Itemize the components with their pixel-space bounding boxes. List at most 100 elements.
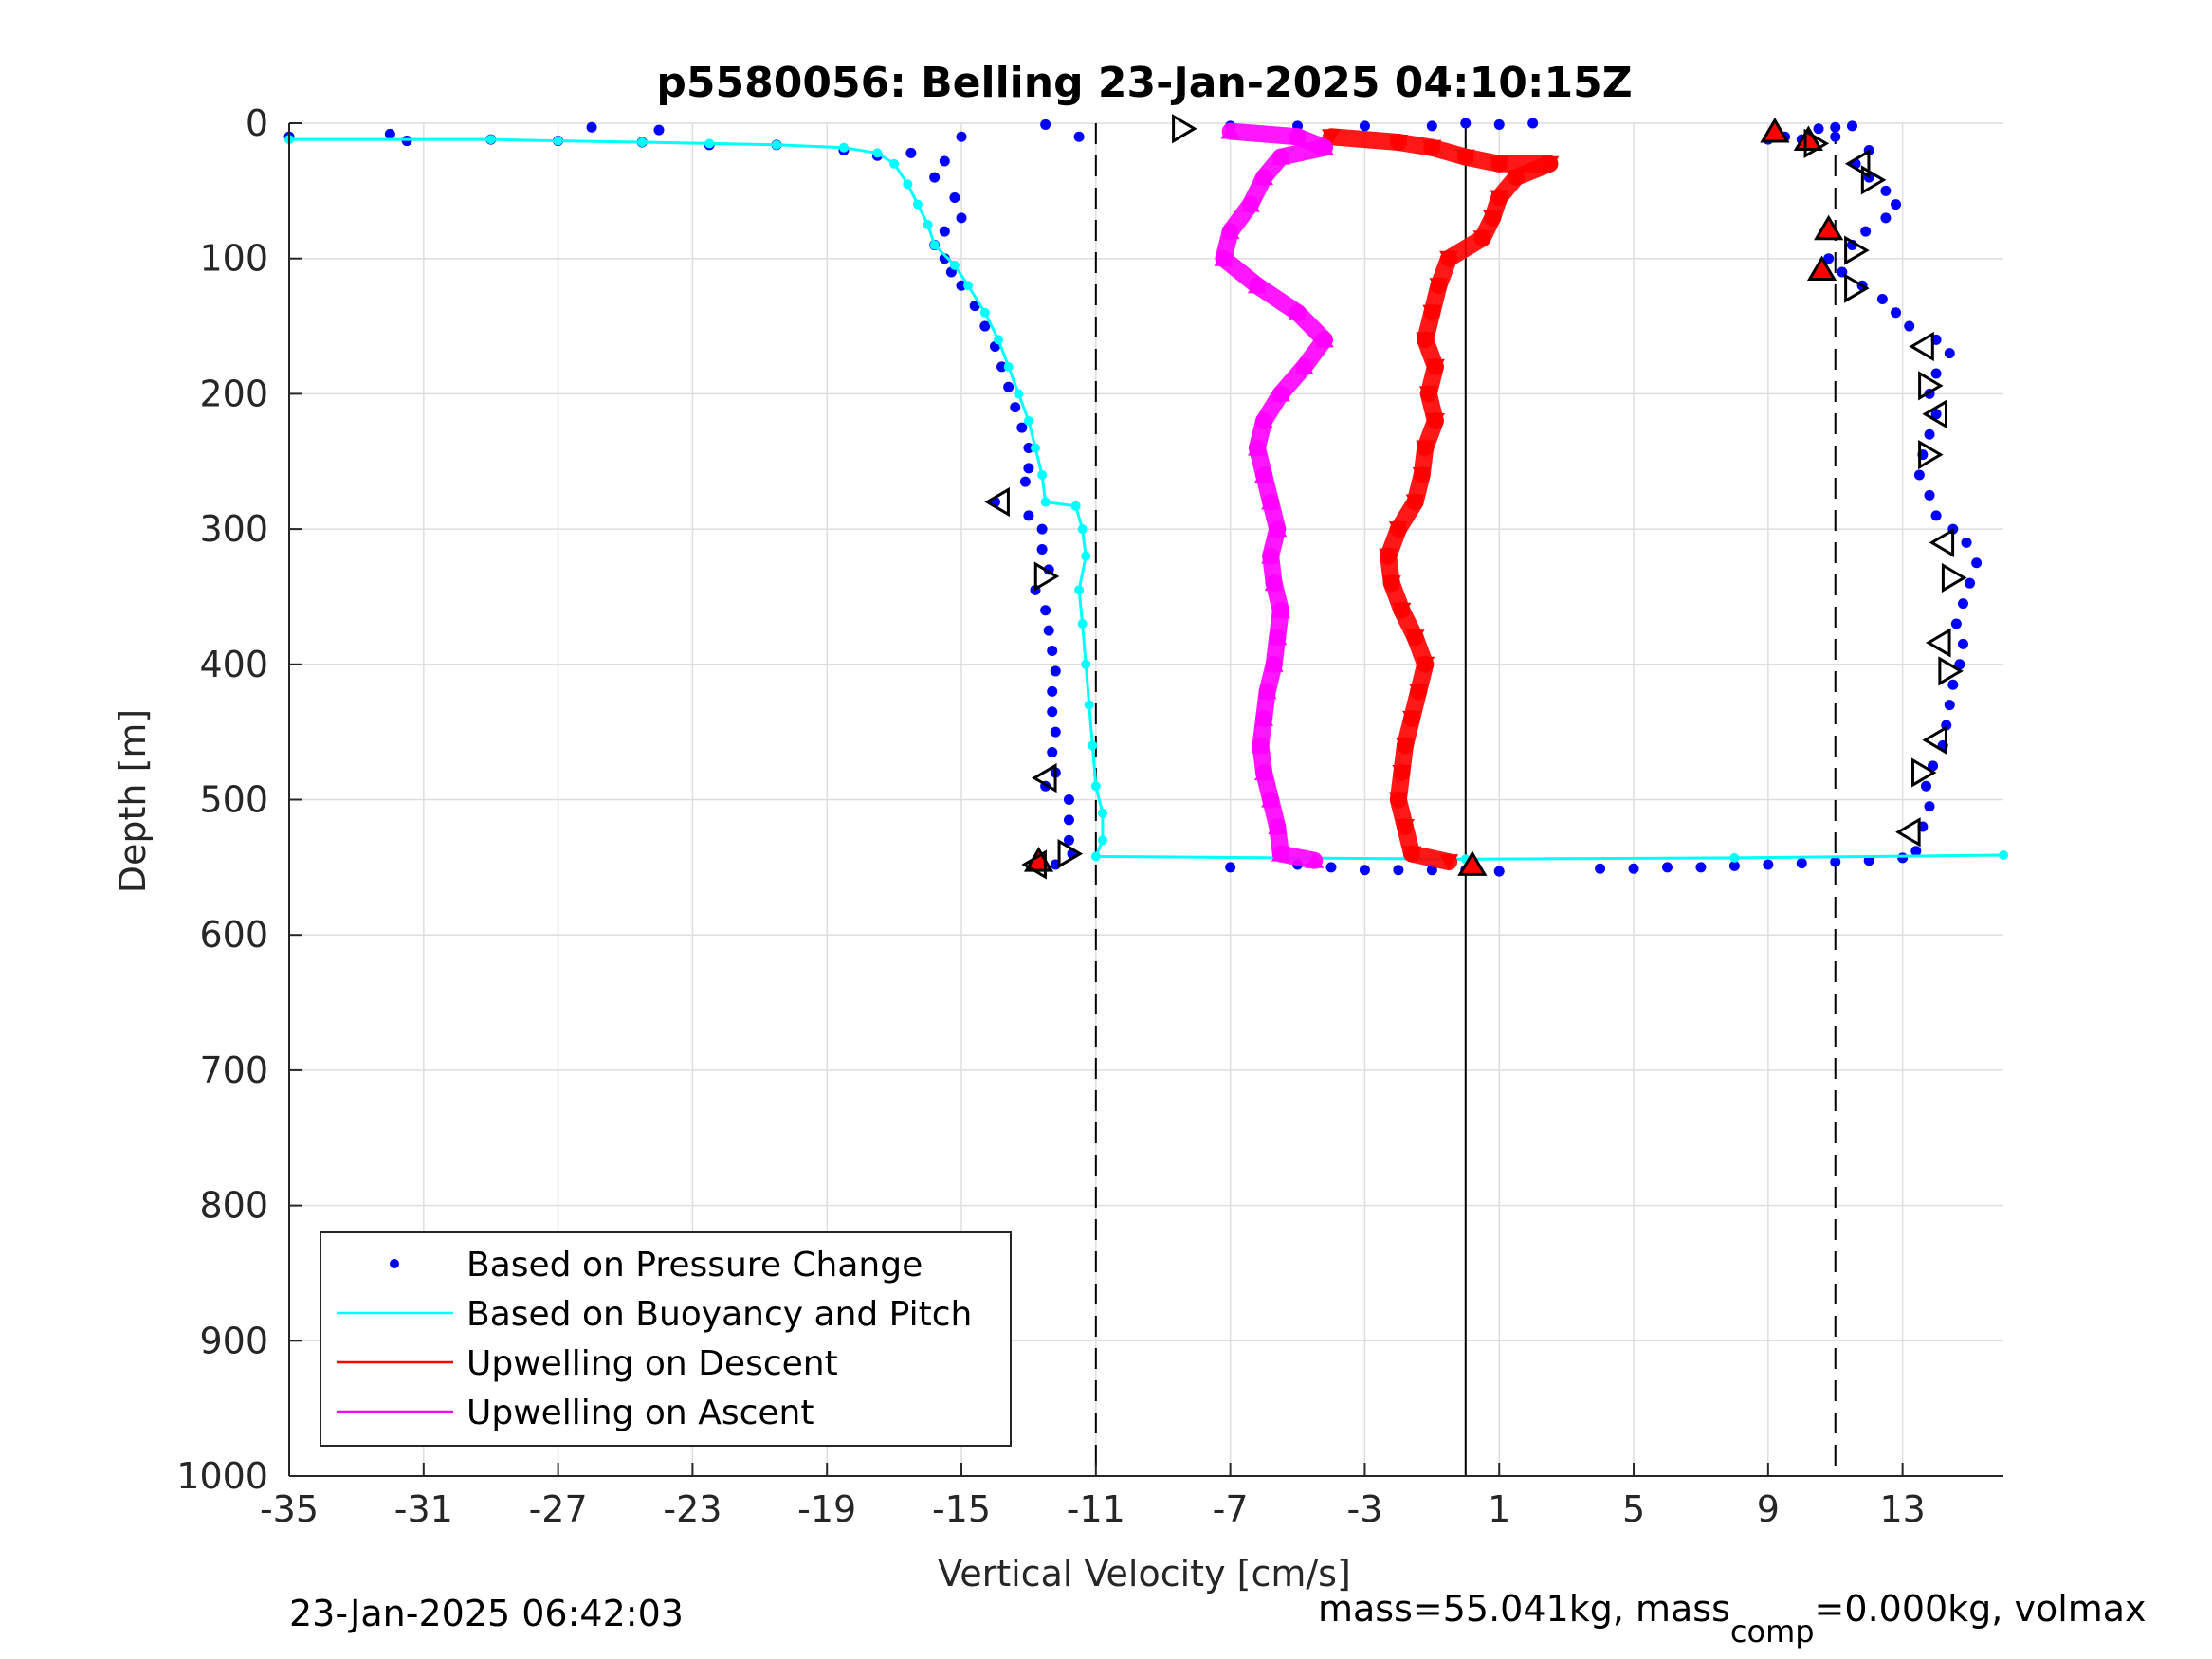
upwelling-point bbox=[1214, 249, 1234, 266]
upwelling-point bbox=[1251, 737, 1271, 754]
pump-marker-open bbox=[1895, 817, 1921, 848]
buoyancy-point bbox=[838, 142, 849, 153]
upwelling-point bbox=[1271, 845, 1290, 862]
axes bbox=[288, 122, 2003, 1477]
upwelling-point bbox=[1314, 331, 1334, 348]
upwelling-point bbox=[1540, 155, 1560, 173]
buoyancy-point bbox=[1999, 850, 2008, 861]
pressure-point bbox=[1830, 856, 1841, 867]
x-tick-label: 1 bbox=[1488, 1488, 1510, 1530]
upwelling-point bbox=[1392, 602, 1412, 619]
legend-entries: Based on Pressure Change Based on Buoyanc… bbox=[337, 1246, 972, 1432]
upwelling-point bbox=[1261, 493, 1281, 510]
pump-marker-open bbox=[984, 486, 1010, 518]
upwelling-point bbox=[1416, 440, 1435, 457]
upwelling-point bbox=[1247, 277, 1267, 294]
upwelling-point bbox=[1472, 230, 1492, 247]
pump-marker-open bbox=[1033, 561, 1060, 592]
upwelling-point bbox=[1392, 764, 1412, 781]
reference-lines bbox=[1094, 123, 1837, 1476]
pressure-point bbox=[1359, 865, 1370, 876]
pressure-point bbox=[1944, 700, 1955, 711]
pause-marker-filled bbox=[1806, 255, 1837, 282]
series-upwelling-on-ascent bbox=[1214, 122, 1334, 869]
pressure-point bbox=[1016, 422, 1028, 433]
buoyancy-point bbox=[1077, 618, 1088, 629]
pressure-point bbox=[1661, 862, 1673, 873]
pump-marker-open bbox=[1803, 128, 1830, 159]
upwelling-point bbox=[1506, 170, 1526, 187]
y-tick-label: 200 bbox=[199, 373, 268, 414]
x-tick-label: 5 bbox=[1622, 1488, 1645, 1530]
x-tick-label: -3 bbox=[1346, 1488, 1382, 1530]
pump-marker-open bbox=[1844, 149, 1871, 179]
x-tick-label: -31 bbox=[394, 1488, 453, 1530]
y-tick-label: 400 bbox=[199, 644, 268, 685]
pressure-point bbox=[1961, 537, 1972, 548]
pressure-point bbox=[1944, 348, 1955, 359]
buoyancy-point bbox=[1081, 659, 1091, 669]
pressure-point bbox=[1036, 544, 1048, 556]
upwelling-point bbox=[1220, 223, 1240, 240]
pressure-point bbox=[996, 361, 1008, 373]
upwelling-band-segment bbox=[1221, 122, 1307, 146]
pressure-point bbox=[1924, 801, 1935, 812]
pressure-point bbox=[1050, 665, 1061, 677]
pressure-point bbox=[1628, 863, 1639, 874]
pressure-point bbox=[1965, 577, 1976, 589]
pressure-point bbox=[1019, 476, 1031, 487]
upwelling-point bbox=[1418, 386, 1438, 403]
upwelling-point bbox=[1254, 466, 1274, 483]
x-tick-label: -27 bbox=[529, 1488, 588, 1530]
buoyancy-point bbox=[912, 199, 923, 210]
upwelling-point bbox=[1439, 250, 1459, 267]
grid-lines bbox=[288, 122, 2003, 1477]
pressure-point bbox=[1225, 862, 1236, 873]
buoyancy-point bbox=[637, 137, 648, 147]
upwelling-point bbox=[1254, 709, 1274, 726]
pressure-point bbox=[1325, 862, 1337, 873]
pressure-point bbox=[1860, 226, 1872, 237]
buoyancy-point bbox=[994, 335, 1004, 345]
pump-marker-open bbox=[1844, 235, 1870, 265]
buoyancy-point bbox=[1037, 470, 1048, 481]
series-upwelling-on-descent bbox=[1321, 128, 1560, 871]
upwelling-point bbox=[1439, 854, 1459, 871]
x-tick-label: -23 bbox=[663, 1488, 722, 1530]
upwelling-point bbox=[1268, 520, 1288, 538]
pressure-point bbox=[1063, 814, 1074, 826]
pressure-point bbox=[1047, 646, 1058, 657]
pressure-point bbox=[1763, 859, 1774, 870]
upwelling-point bbox=[1455, 149, 1475, 166]
upwelling-point bbox=[1416, 656, 1435, 673]
pressure-point bbox=[1950, 618, 1962, 629]
pressure-point bbox=[1063, 794, 1074, 805]
buoyancy-point bbox=[1003, 361, 1014, 372]
pressure-point bbox=[1813, 123, 1824, 135]
upwelling-point bbox=[1425, 412, 1445, 429]
upwelling-point bbox=[1381, 575, 1401, 592]
buoyancy-point bbox=[1040, 497, 1051, 507]
pump-marker-open bbox=[1918, 371, 1944, 401]
pressure-point bbox=[1904, 320, 1915, 332]
pressure-point bbox=[1359, 120, 1370, 132]
y-tick-label: 500 bbox=[199, 779, 268, 821]
pump-marker-open bbox=[1941, 562, 1967, 593]
pressure-point bbox=[1830, 131, 1841, 142]
buoyancy-point bbox=[1031, 443, 1041, 453]
pressure-point bbox=[1003, 381, 1015, 392]
x-tick-labels: -35 -31 -27 -23 -19 -15 -11 -7 -3 1 5 9 13 bbox=[260, 1488, 1926, 1530]
footer-mass-tail: =0.000kg, volmax bbox=[1815, 1588, 2147, 1630]
upwelling-point bbox=[1395, 738, 1415, 755]
marker-layer bbox=[984, 114, 1967, 880]
x-axis-label: Vertical Velocity [cm/s] bbox=[938, 1553, 1351, 1595]
buoyancy-line bbox=[289, 137, 2004, 861]
pressure-point bbox=[1040, 605, 1051, 616]
buoyancy-point bbox=[1090, 851, 1101, 862]
pressure-point bbox=[1036, 523, 1048, 535]
y-tick-label: 900 bbox=[199, 1320, 268, 1361]
pressure-point bbox=[1010, 402, 1021, 413]
pressure-point bbox=[939, 155, 950, 167]
upwelling-point bbox=[1240, 195, 1260, 212]
